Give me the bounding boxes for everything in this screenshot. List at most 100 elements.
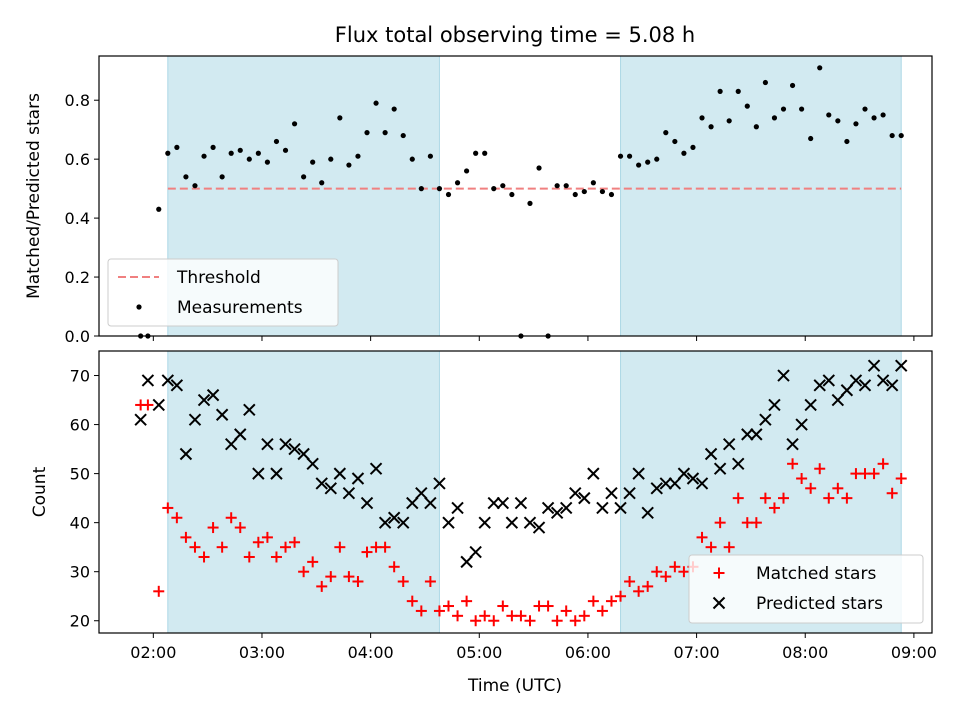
matched-star-point <box>823 492 835 504</box>
measurement-point <box>183 174 189 180</box>
measurement-point <box>364 130 370 136</box>
measurement-point <box>282 147 289 153</box>
top-y-axis-label: Matched/Predicted stars <box>24 93 44 299</box>
measurement-point <box>400 132 406 139</box>
measurement-point <box>744 103 750 109</box>
measurement-point <box>246 156 252 162</box>
matched-star-point <box>678 566 690 578</box>
predicted-star-point <box>750 428 763 441</box>
measurement-point <box>473 150 479 156</box>
predicted-star-point <box>831 393 845 407</box>
measurement-point <box>708 124 714 130</box>
x-tick-label: 06:00 <box>565 643 611 662</box>
predicted-star-point <box>514 496 528 510</box>
measurement-point <box>301 174 307 180</box>
predicted-star-point <box>822 374 835 387</box>
matched-star-point <box>651 566 663 578</box>
matched-star-point <box>768 502 780 514</box>
predicted-star-point <box>451 501 464 515</box>
matched-star-point <box>153 585 165 597</box>
matched-star-point <box>442 600 454 612</box>
measurement-point <box>599 188 606 195</box>
predicted-star-point <box>161 374 175 387</box>
bottom-panel: 20 30 40 50 60 70 02:00 03:00 04:00 05:00 06:00 07… <box>30 350 937 696</box>
matched-star-point <box>796 473 808 485</box>
predicted-star-point <box>315 477 328 490</box>
matched-star-point <box>569 615 581 627</box>
shaded-interval <box>167 351 440 633</box>
top-panel-frame <box>98 55 933 337</box>
measurement-point <box>500 183 506 189</box>
matched-star-point <box>216 541 228 553</box>
predicted-stars-points <box>134 359 908 569</box>
measurement-point <box>898 132 904 139</box>
predicted-star-point <box>813 379 826 392</box>
measurement-point <box>174 144 180 150</box>
measurement-point <box>889 132 895 139</box>
matched-star-point <box>723 541 735 553</box>
predicted-star-point <box>270 467 283 480</box>
predicted-star-point <box>569 487 582 500</box>
measurement-point <box>681 150 687 156</box>
matched-star-point <box>705 541 717 553</box>
predicted-star-point <box>215 408 229 421</box>
y-tick-label: 40 <box>70 514 90 533</box>
measurement-point <box>699 115 705 121</box>
matched-star-point <box>805 482 817 494</box>
legend-measurement-label: Measurements <box>177 298 303 318</box>
measurement-point <box>717 88 723 94</box>
x-tick-label: 04:00 <box>348 643 394 662</box>
matched-star-point <box>642 580 654 592</box>
measurement-point <box>608 191 615 198</box>
predicted-star-point <box>849 374 863 387</box>
matched-star-point <box>198 551 210 563</box>
matched-star-point <box>488 615 500 627</box>
matched-star-point <box>343 571 355 583</box>
matched-star-point <box>207 522 219 534</box>
matched-star-point <box>524 615 536 627</box>
y-tick-label: 0.8 <box>65 91 90 110</box>
measurement-point <box>726 118 732 124</box>
top-legend-box <box>107 258 339 327</box>
measurement-point <box>210 144 216 150</box>
predicted-star-point <box>424 496 437 510</box>
measurement-point <box>554 183 560 189</box>
top-shaded-intervals <box>167 56 902 336</box>
measurement-point <box>491 186 497 192</box>
legend-threshold-label: Threshold <box>176 268 261 288</box>
measurement-point <box>799 106 805 112</box>
matched-star-point <box>316 580 328 592</box>
matched-star-point <box>578 610 590 622</box>
matched-star-point <box>470 615 482 627</box>
matched-stars-points <box>135 399 907 627</box>
measurement-point <box>636 162 642 168</box>
matched-star-point <box>596 605 608 617</box>
matched-star-point <box>877 458 889 470</box>
y-tick-label: 70 <box>70 367 90 386</box>
measurement-point <box>536 165 542 171</box>
matched-star-point <box>334 541 346 553</box>
measurement-point <box>817 65 823 71</box>
matched-star-point <box>162 502 174 514</box>
measurement-point <box>735 88 741 94</box>
top-panel: 0.00.20.40.60.8 Matched/Predicted stars … <box>24 55 933 346</box>
legend-measurement-swatch <box>136 304 142 310</box>
measurement-point <box>409 156 415 162</box>
matched-star-point <box>605 595 617 607</box>
matched-star-point <box>560 605 572 617</box>
matched-star-point <box>841 492 853 504</box>
matched-star-point <box>633 585 645 597</box>
matched-star-point <box>750 517 762 529</box>
matched-star-point <box>732 492 744 504</box>
measurement-point <box>391 106 397 112</box>
predicted-star-point <box>523 516 537 529</box>
measurement-point <box>319 180 325 186</box>
bottom-legend: Matched stars Predicted stars <box>688 554 924 624</box>
matched-star-point <box>461 595 473 607</box>
matched-star-point <box>615 590 627 602</box>
predicted-star-point <box>234 428 247 441</box>
measurement-point <box>373 100 379 106</box>
predicted-star-point <box>261 437 274 451</box>
predicted-star-point <box>596 501 609 515</box>
measurement-point <box>672 138 678 145</box>
